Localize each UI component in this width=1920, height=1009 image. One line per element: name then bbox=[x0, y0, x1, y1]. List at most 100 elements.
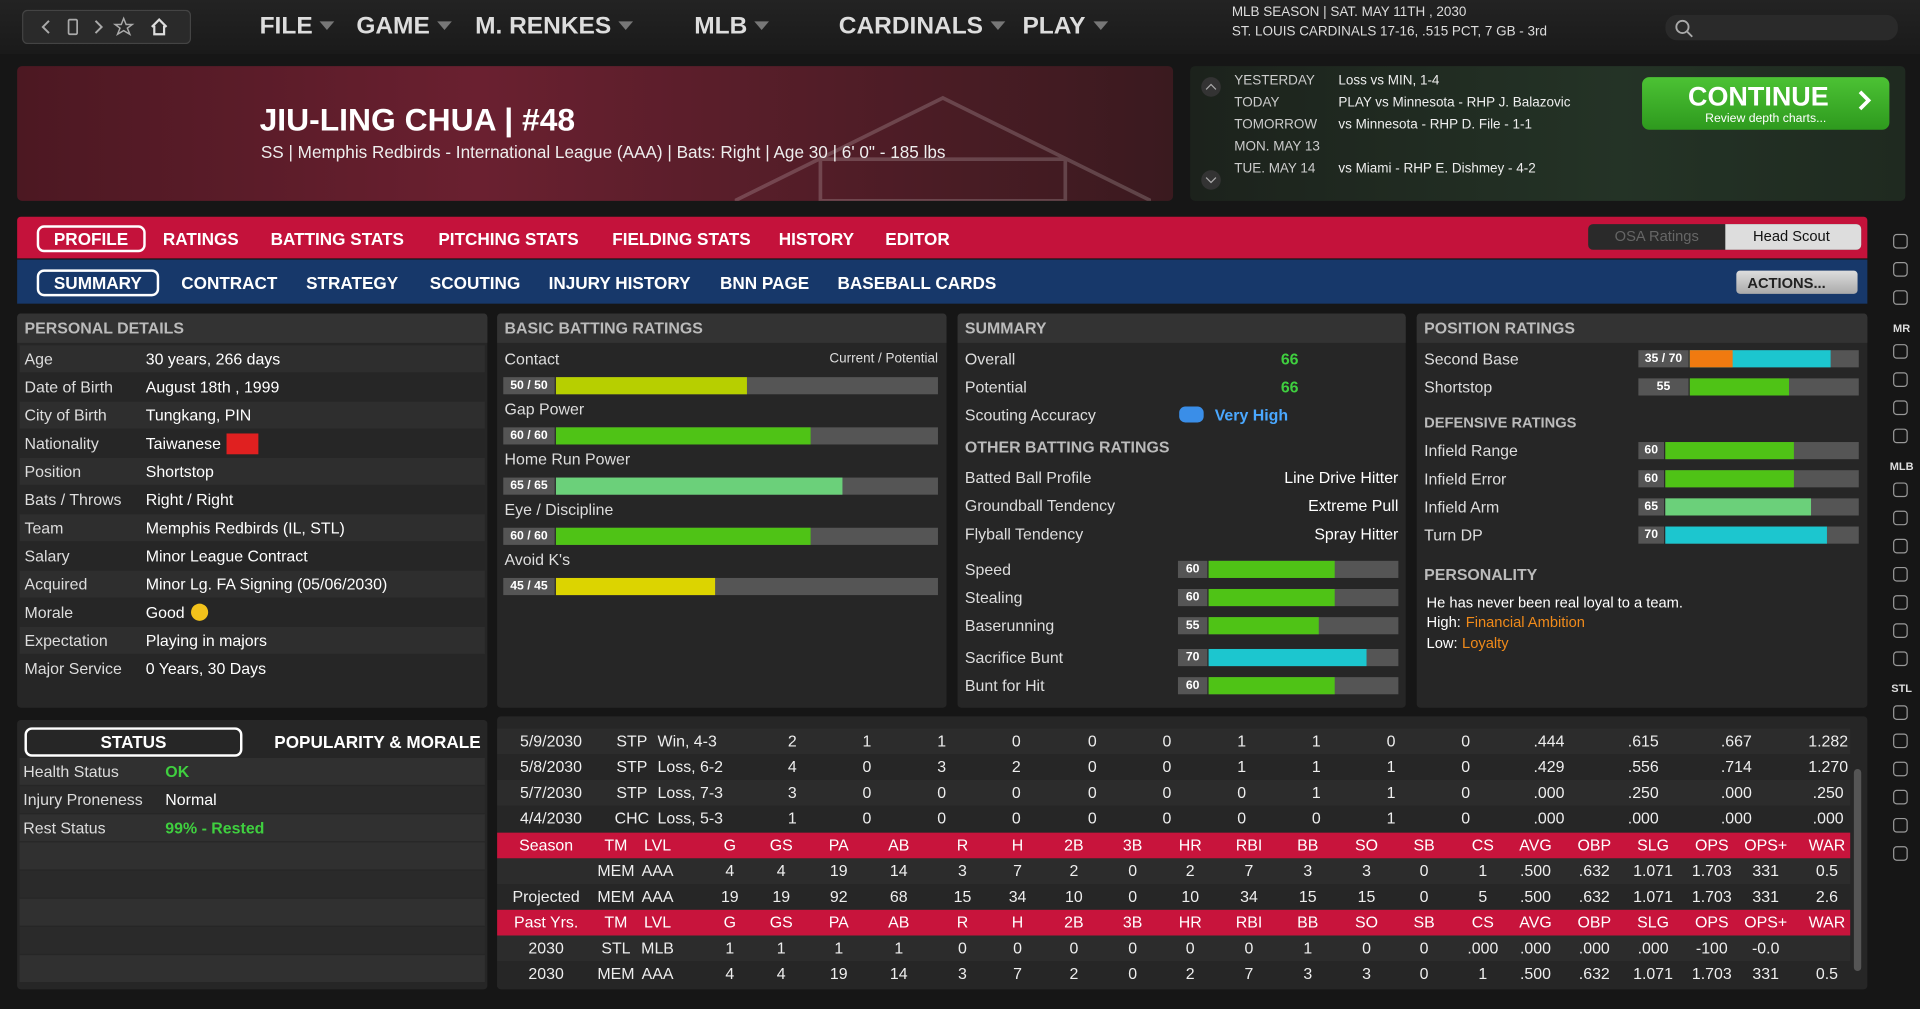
table-cell: 2030 bbox=[528, 964, 564, 983]
column-header: SB bbox=[1413, 835, 1435, 855]
table-cell: .000 bbox=[1578, 938, 1610, 957]
rating-box bbox=[503, 527, 555, 545]
table-cell: 1.071 bbox=[1633, 861, 1673, 880]
rating-box bbox=[1638, 350, 1689, 368]
sidebar-icon[interactable] bbox=[1893, 344, 1908, 359]
position-name: Second Base bbox=[1424, 349, 1519, 368]
table-cell: 10 bbox=[1065, 887, 1083, 906]
sidebar-icon[interactable] bbox=[1893, 846, 1908, 861]
detail-label: Position bbox=[24, 462, 82, 481]
status-value: 99% - Rested bbox=[165, 818, 265, 837]
column-header: OPS bbox=[1695, 835, 1729, 855]
season-date: MLB SEASON | SAT. MAY 11TH , 2030 bbox=[1231, 4, 1467, 20]
table-cell: MLB bbox=[641, 938, 674, 957]
tab[interactable]: EDITOR bbox=[885, 228, 950, 249]
row-bg bbox=[19, 757, 485, 785]
scout-option[interactable]: Head Scout bbox=[1753, 227, 1830, 245]
log-cell: 4 bbox=[787, 757, 797, 776]
rating-name: Speed bbox=[964, 560, 1011, 579]
tab[interactable]: HISTORY bbox=[778, 228, 855, 249]
sidebar-icon[interactable] bbox=[1893, 566, 1908, 582]
detail-label: Morale bbox=[24, 603, 74, 622]
sidebar-icon[interactable] bbox=[1893, 538, 1908, 554]
table-cell: 1 bbox=[834, 938, 844, 957]
menu-item[interactable]: PLAY bbox=[1022, 13, 1107, 41]
continue-sub[interactable]: Review depth charts... bbox=[1705, 112, 1827, 126]
tab[interactable]: FIELDING STATS bbox=[612, 228, 751, 249]
menu-item[interactable]: MLB bbox=[694, 13, 769, 41]
sidebar-icon[interactable] bbox=[1893, 733, 1908, 749]
table-cell: 1.703 bbox=[1691, 887, 1732, 906]
rating-box bbox=[1177, 677, 1208, 695]
sidebar-icon[interactable] bbox=[1893, 510, 1908, 526]
row-bg bbox=[19, 457, 485, 485]
schedule-scroll[interactable] bbox=[1200, 76, 1222, 194]
actions-button[interactable] bbox=[1736, 270, 1858, 294]
status-tab[interactable]: POPULARITY & MORALE bbox=[274, 732, 481, 752]
column-header: OPS+ bbox=[1744, 912, 1788, 932]
tab[interactable]: BATTING STATS bbox=[270, 228, 404, 249]
sidebar-icon[interactable] bbox=[1893, 290, 1908, 305]
subtab[interactable]: SUMMARY bbox=[36, 269, 159, 297]
log-cell: 1 bbox=[1386, 808, 1396, 828]
log-cell: 0 bbox=[1087, 783, 1097, 802]
continue-label[interactable]: CONTINUE bbox=[1688, 80, 1829, 112]
sidebar-icon[interactable] bbox=[1893, 623, 1908, 638]
subtab[interactable]: SCOUTING bbox=[429, 273, 521, 293]
status-tab[interactable]: STATUS bbox=[24, 727, 243, 757]
sidebar-icon[interactable] bbox=[1893, 482, 1908, 498]
table-cell: 0 bbox=[1419, 964, 1429, 983]
table-cell: -100 bbox=[1695, 938, 1728, 957]
menu-item[interactable]: M. RENKES bbox=[475, 13, 633, 41]
schedule-day: YESTERDAY bbox=[1234, 73, 1315, 89]
sidebar-icon[interactable] bbox=[1893, 428, 1908, 444]
sidebar-icon[interactable] bbox=[1893, 651, 1908, 667]
rating-bar bbox=[1208, 648, 1367, 667]
continue-button[interactable] bbox=[1642, 77, 1890, 130]
column-header: AVG bbox=[1519, 912, 1552, 932]
table-cell: 1 bbox=[894, 938, 904, 957]
tab[interactable]: PITCHING STATS bbox=[438, 228, 579, 249]
subtab[interactable]: INJURY HISTORY bbox=[548, 273, 691, 293]
stats-scrollbar[interactable] bbox=[1853, 768, 1862, 972]
sidebar-icon[interactable] bbox=[1893, 372, 1908, 387]
player-name: JIU-LING CHUA | #48 bbox=[259, 101, 576, 138]
rating-label: 50 / 50 bbox=[510, 378, 548, 393]
schedule-game: Loss vs MIN, 1-4 bbox=[1338, 73, 1440, 89]
detail-label: Acquired bbox=[24, 574, 88, 594]
scout-option[interactable]: OSA Ratings bbox=[1614, 227, 1699, 245]
sidebar-icon[interactable] bbox=[1893, 705, 1908, 721]
subtab[interactable]: BASEBALL CARDS bbox=[837, 273, 997, 293]
sidebar-icon[interactable] bbox=[1893, 262, 1908, 277]
table-cell: 19 bbox=[720, 887, 739, 906]
table-cell: 1.071 bbox=[1633, 887, 1673, 906]
subtab[interactable]: STRATEGY bbox=[306, 273, 399, 293]
personality-label: High: bbox=[1426, 613, 1461, 631]
menu-item[interactable]: GAME bbox=[356, 13, 452, 41]
log-cell: 0 bbox=[1087, 731, 1097, 751]
column-header: PA bbox=[828, 835, 849, 855]
sidebar-icon[interactable] bbox=[1893, 761, 1908, 777]
sidebar-icon[interactable] bbox=[1893, 233, 1908, 249]
rating-bar bbox=[1665, 470, 1795, 488]
actions-label[interactable]: ACTIONS... bbox=[1747, 274, 1826, 292]
header-row-bg bbox=[497, 909, 1851, 936]
sidebar-icon[interactable] bbox=[1893, 789, 1908, 805]
nav-buttons[interactable] bbox=[22, 9, 192, 45]
menu-item[interactable]: CARDINALS bbox=[839, 13, 1005, 41]
sidebar-icon[interactable] bbox=[1893, 595, 1908, 610]
sidebar-icon[interactable] bbox=[1893, 400, 1908, 416]
sidebar-icon[interactable] bbox=[1893, 817, 1908, 833]
rating-name: Home Run Power bbox=[504, 450, 631, 469]
menu-item[interactable]: FILE bbox=[260, 13, 335, 41]
rating-box bbox=[1177, 648, 1208, 667]
subtab[interactable]: BNN PAGE bbox=[720, 273, 810, 293]
tab[interactable]: RATINGS bbox=[162, 228, 239, 249]
column-header: LVL bbox=[643, 912, 672, 932]
rating-box bbox=[1638, 378, 1689, 396]
tab[interactable]: PROFILE bbox=[36, 225, 146, 253]
subtab[interactable]: CONTRACT bbox=[181, 273, 278, 293]
search-box[interactable] bbox=[1665, 14, 1898, 41]
log-cell: 1 bbox=[787, 808, 797, 828]
rating-label: 60 bbox=[1185, 590, 1200, 605]
